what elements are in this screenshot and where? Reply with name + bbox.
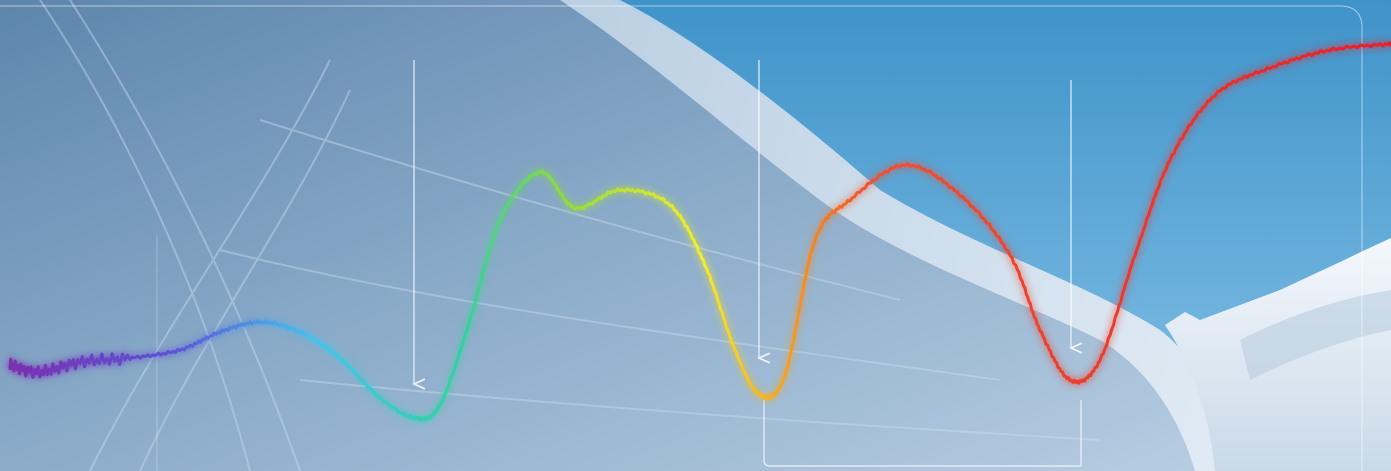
bracket-line (763, 400, 1082, 467)
snow-slope (0, 0, 1230, 471)
snow-cornice (560, 0, 1230, 471)
distant-mountain-shadow (1240, 290, 1391, 380)
snow-texture (39, 0, 1101, 471)
spectrum-curve (8, 41, 1391, 422)
